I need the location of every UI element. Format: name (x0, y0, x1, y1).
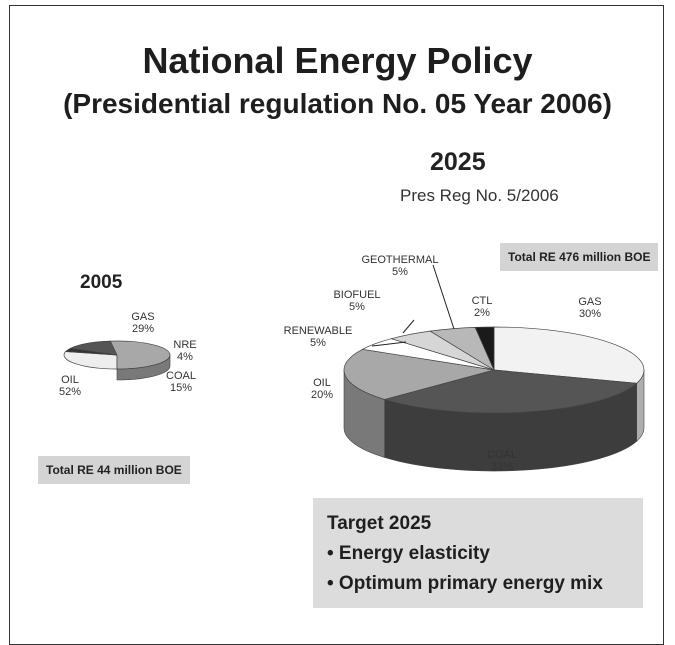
leader-line-renewable (371, 341, 407, 347)
pie-slice-gas (63, 351, 118, 370)
chart-2025-title: 2025 (430, 148, 486, 176)
pie-label-coal: COAL (166, 370, 196, 382)
chart-2005-title: 2005 (80, 272, 123, 293)
pie-value-gas: 30% (579, 308, 601, 320)
target-bullet-elasticity: • Energy elasticity (327, 543, 490, 564)
pie-2025: GAS30%COAL33%OIL20%RENEWABLE5%BIOFUEL5%G… (284, 254, 645, 473)
pie-label-gas: GAS (578, 296, 601, 308)
pie-value-coal: 15% (170, 382, 192, 394)
pie-slice-coal (383, 369, 638, 414)
pie-value-renewable: 5% (310, 337, 326, 349)
pie-slice-gas (493, 326, 645, 384)
pie-label-ctl: CTL (472, 295, 493, 307)
page-title: National Energy Policy (142, 40, 533, 81)
pie-value-ctl: 2% (474, 307, 490, 319)
chart-2025-subtitle: Pres Reg No. 5/2006 (400, 186, 559, 205)
pie-slice-ctl (474, 326, 495, 371)
target-title: Target 2025 (327, 513, 432, 534)
target-bullet-mix: • Optimum primary energy mix (327, 573, 603, 594)
pie-value-nre: 4% (177, 351, 193, 363)
pie-value-oil: 52% (59, 386, 81, 398)
pie-slice-oil (109, 340, 171, 370)
pie-charts: GAS29%NRE4%COAL15%OIL52%GAS30%COAL33%OIL… (59, 254, 645, 473)
pie-label-oil: OIL (61, 374, 79, 386)
total-2005-badge: Total RE 44 million BOE (38, 456, 190, 484)
pie-slice-oil (343, 348, 495, 400)
pie-label-coal: COAL (487, 449, 517, 461)
total-2025-badge: Total RE 476 million BOE (500, 243, 659, 271)
leader-line-biofuel (402, 319, 415, 334)
pie-value-biofuel: 5% (349, 301, 365, 313)
pie-label-renewable: RENEWABLE (284, 325, 353, 337)
target-box: Target 2025 • Energy elasticity • Optimu… (313, 498, 643, 608)
pie-value-geothermal: 5% (392, 266, 408, 278)
pie-label-biofuel: BIOFUEL (333, 289, 380, 301)
page-subtitle: (Presidential regulation No. 05 Year 200… (63, 88, 612, 119)
pie-label-oil: OIL (313, 377, 331, 389)
pie-slice-coal (69, 340, 118, 356)
leader-line-geothermal (432, 264, 455, 330)
pie-label-nre: NRE (173, 339, 196, 351)
pie-label-geothermal: GEOTHERMAL (361, 254, 438, 266)
pie-value-gas: 29% (132, 323, 154, 335)
pie-value-coal: 33% (491, 461, 513, 473)
pie-label-gas: GAS (131, 311, 154, 323)
pie-value-oil: 20% (311, 389, 333, 401)
